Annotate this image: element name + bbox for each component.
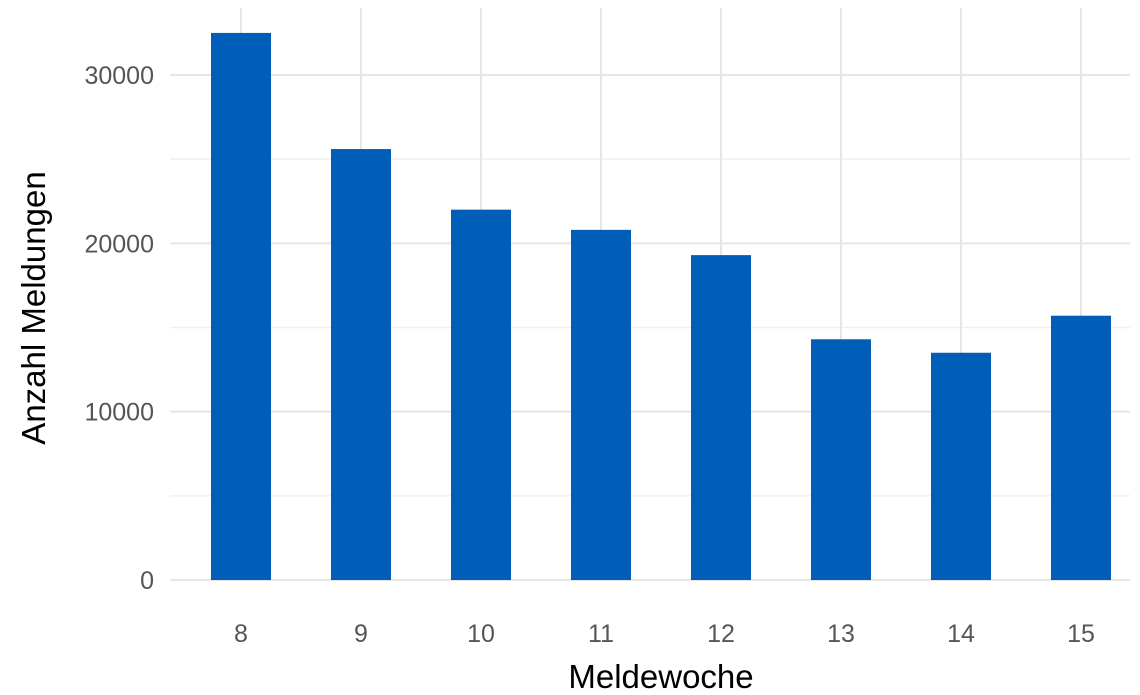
bar-13	[811, 339, 871, 580]
x-tick-label: 11	[588, 620, 614, 648]
x-axis-title: Meldewoche	[568, 658, 753, 695]
x-tick-label: 13	[827, 620, 855, 648]
bar-15	[1051, 315, 1111, 580]
x-tick-label: 9	[354, 620, 368, 648]
x-tick-label: 15	[1067, 620, 1095, 648]
y-tick-label: 0	[140, 567, 154, 595]
y-tick-label: 10000	[84, 399, 154, 427]
bar-9	[331, 149, 391, 581]
bar-10	[451, 209, 511, 580]
x-tick-label: 10	[467, 620, 495, 648]
bars	[211, 32, 1111, 581]
y-axis-ticks: 0 10000 20000 30000	[84, 62, 154, 595]
bar-14	[931, 352, 991, 580]
x-axis-ticks: 8 9 10 11 12 13 14 15	[234, 620, 1095, 648]
x-tick-label: 8	[234, 620, 248, 648]
bar-8	[211, 32, 271, 580]
bar-12	[691, 255, 751, 580]
x-tick-label: 14	[947, 620, 975, 648]
y-axis-title: Anzahl Meldungen	[15, 171, 52, 444]
y-tick-label: 30000	[84, 62, 154, 90]
bar-11	[571, 229, 631, 580]
y-tick-label: 20000	[84, 230, 154, 258]
x-tick-label: 12	[707, 620, 735, 648]
